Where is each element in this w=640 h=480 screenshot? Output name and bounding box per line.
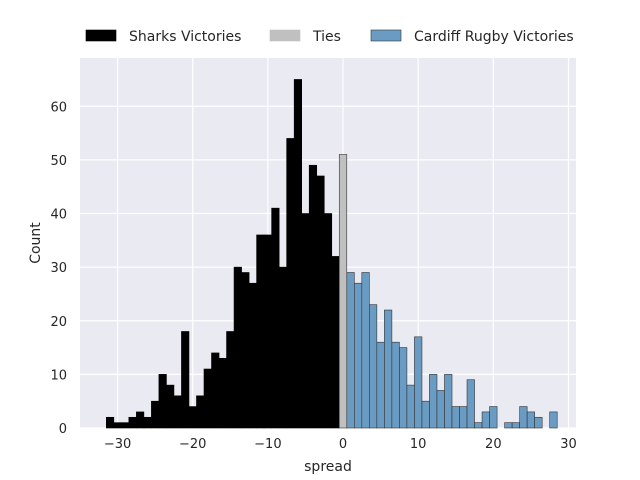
y-tick-label: 20	[50, 315, 67, 330]
bar-sharks	[271, 207, 280, 429]
bar-cardiff	[481, 411, 490, 429]
bar-sharks	[173, 395, 182, 429]
bar-cardiff	[414, 336, 423, 429]
x-tick-label: −10	[254, 437, 281, 452]
bar-cardiff	[489, 406, 498, 429]
bar-cardiff	[384, 309, 393, 429]
bar-sharks	[323, 213, 333, 429]
bar-sharks	[166, 384, 175, 429]
legend: Sharks Victories Ties Cardiff Rugby Victor…	[85, 29, 574, 45]
y-tick-label: 50	[50, 154, 67, 169]
bar-cardiff	[519, 406, 528, 429]
legend-label: Ties	[312, 29, 341, 45]
bar-cardiff	[361, 272, 370, 429]
bar-sharks	[143, 416, 152, 429]
x-axis-label: spread	[304, 459, 352, 475]
bar-cardiff	[346, 272, 355, 429]
bar-sharks	[196, 395, 205, 429]
bar-sharks	[286, 138, 295, 429]
bar-cardiff	[399, 347, 408, 429]
bar-sharks	[128, 416, 137, 429]
legend-label: Sharks Victories	[129, 29, 241, 45]
bar-sharks	[218, 357, 227, 429]
bar-cardiff	[406, 384, 415, 429]
bar-sharks	[301, 213, 310, 429]
bar-sharks	[121, 422, 130, 429]
bar-cardiff	[369, 304, 378, 429]
bar-cardiff	[376, 341, 385, 429]
bar-sharks	[263, 234, 272, 429]
bar-sharks	[331, 256, 340, 429]
bar-sharks	[181, 331, 190, 429]
bar-sharks	[151, 400, 160, 429]
bar-sharks	[278, 266, 287, 429]
y-tick-label: 40	[50, 208, 67, 223]
bar-sharks	[226, 331, 235, 429]
y-tick-label: 0	[59, 422, 67, 437]
bar-sharks	[248, 282, 257, 429]
tick-labels: 0 10 20 30 40 50 60 −30 −20 −10 0 10 20 30	[50, 100, 576, 452]
x-tick-label: 0	[339, 437, 347, 452]
bar-sharks	[106, 416, 115, 429]
bar-sharks	[113, 422, 122, 429]
x-tick-label: −20	[179, 437, 206, 452]
bar-sharks	[233, 266, 242, 429]
legend-swatch	[370, 29, 402, 42]
bar-cardiff	[451, 406, 460, 429]
bar-sharks	[316, 175, 325, 429]
x-tick-label: 10	[410, 437, 427, 452]
y-tick-label: 60	[50, 100, 67, 115]
bar-sharks	[203, 368, 212, 429]
legend-swatch	[269, 29, 301, 42]
legend-label: Cardiff Rugby Victories	[414, 29, 574, 45]
bar-sharks	[308, 164, 318, 429]
bar-cardiff	[534, 416, 543, 429]
bar-cardiff	[504, 422, 513, 429]
bar-sharks	[211, 352, 220, 429]
bar-cardiff	[444, 374, 453, 429]
bar-cardiff	[354, 282, 363, 429]
bar-ties	[338, 154, 348, 429]
bar-cardiff	[466, 379, 475, 429]
bar-cardiff	[526, 411, 535, 429]
y-tick-label: 30	[50, 261, 67, 276]
bar-sharks	[293, 79, 302, 429]
bar-sharks	[158, 374, 167, 429]
bar-cardiff	[511, 422, 520, 429]
bar-sharks	[256, 234, 265, 429]
y-tick-label: 10	[50, 368, 67, 383]
bar-cardiff	[429, 374, 438, 429]
bar-cardiff	[436, 390, 445, 429]
bar-sharks	[136, 411, 145, 429]
x-tick-label: 30	[560, 437, 577, 452]
bar-cardiff	[391, 341, 400, 429]
x-tick-label: 20	[485, 437, 502, 452]
bars	[106, 79, 558, 429]
legend-swatch	[85, 29, 117, 42]
bar-cardiff	[421, 400, 430, 429]
bar-cardiff	[474, 422, 483, 429]
bar-sharks	[241, 272, 250, 429]
x-tick-label: −30	[104, 437, 131, 452]
y-axis-label: Count	[28, 222, 44, 264]
bar-cardiff	[459, 406, 468, 429]
bar-sharks	[188, 406, 197, 429]
bar-cardiff	[549, 411, 558, 429]
